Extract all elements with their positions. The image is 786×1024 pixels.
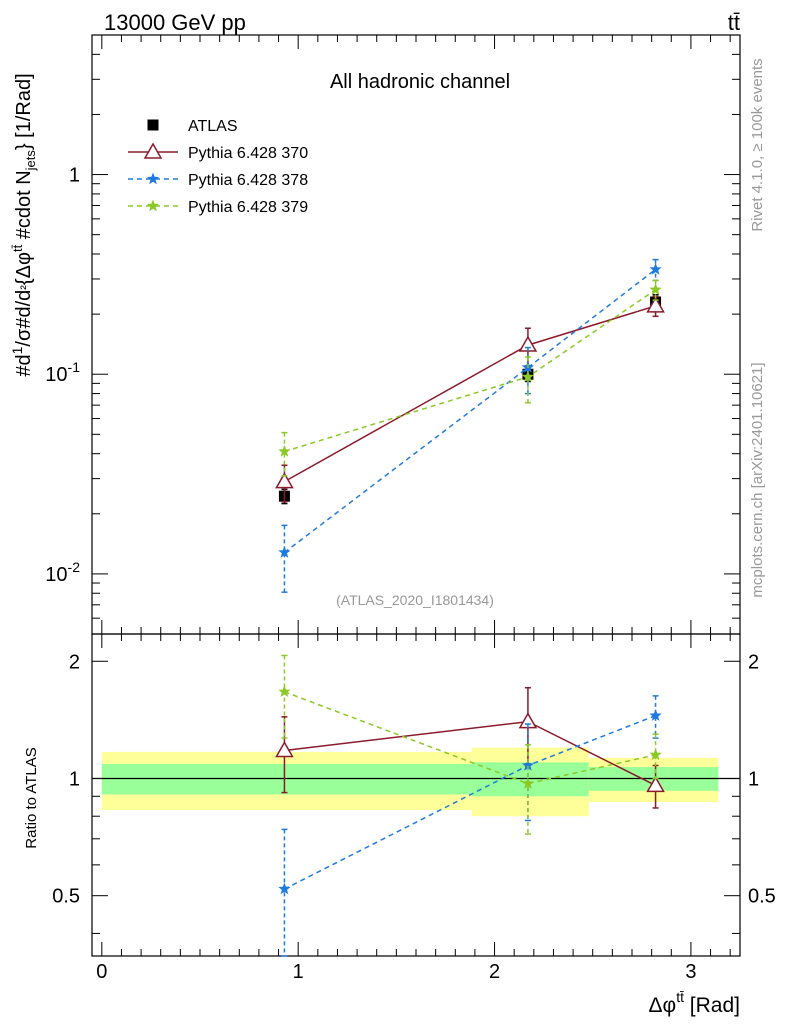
main-panel: 10-2 10-1 1 xyxy=(45,34,741,956)
data-point xyxy=(649,748,662,761)
ratio-tick-label-left: 0.5 xyxy=(52,886,80,908)
process-label: tt̄ xyxy=(728,10,740,35)
x-tick-label: 2 xyxy=(489,961,500,983)
rivet-label: Rivet 4.1.0, ≥ 100k events xyxy=(749,58,766,231)
channel-title: All hadronic channel xyxy=(330,71,510,93)
data-point xyxy=(278,685,291,697)
legend-label: ATLAS xyxy=(188,118,238,135)
data-point xyxy=(278,546,291,558)
series-line xyxy=(284,289,657,453)
y-tick-label: 1 xyxy=(69,165,80,187)
data-point xyxy=(521,370,535,383)
y-tick-label: 10-1 xyxy=(45,359,80,386)
ratio-axis-title: Ratio to ATLAS xyxy=(23,747,40,848)
energy-label: 13000 GeV pp xyxy=(104,10,246,35)
data-point xyxy=(278,445,291,457)
x-tick-label: 0 xyxy=(96,961,107,983)
data-point xyxy=(521,759,535,771)
data-point xyxy=(147,119,159,131)
y-tick-label: 10-2 xyxy=(45,559,80,586)
series-line xyxy=(283,268,657,554)
x-axis-title: Δφtt̄ [Rad] xyxy=(649,989,740,1017)
data-point xyxy=(646,775,665,793)
data-point xyxy=(649,283,662,295)
data-point xyxy=(278,882,291,895)
data-point xyxy=(646,296,665,313)
legend: ATLAS Pythia 6.428 370 Pythia 6.428 378 Pyt… xyxy=(128,118,308,216)
ratio-panel: 0 1 2 3 0.5 0.5 1 1 2 2 xyxy=(52,633,776,983)
data-point xyxy=(275,472,294,489)
inner-band xyxy=(101,763,472,795)
data-point xyxy=(275,740,294,758)
data-point xyxy=(521,777,535,789)
y-axis-title: #d1/σ#d/d²{Δφtt̄ #cdot Njets} [1/Rad] xyxy=(9,73,38,376)
data-point xyxy=(143,142,163,159)
data-point xyxy=(649,709,662,721)
data-point xyxy=(146,199,160,212)
legend-label: Pythia 6.428 379 xyxy=(188,199,308,216)
data-point xyxy=(649,262,662,275)
x-tick-label: 3 xyxy=(685,961,696,983)
legend-label: Pythia 6.428 378 xyxy=(188,172,308,189)
ratio-tick-label-right: 2 xyxy=(748,651,759,673)
ratio-frame xyxy=(91,633,741,957)
ratio-tick-label-right: 0.5 xyxy=(748,886,776,908)
analysis-id: (ATLAS_2020_I1801434) xyxy=(336,592,494,608)
svg-text:#d1/σ#d/d²{Δφtt̄ #cdot Njets}: #d1/σ#d/d²{Δφtt̄ #cdot Njets} [1/Rad] xyxy=(9,73,38,376)
ratio-tick-label-right: 1 xyxy=(748,768,759,790)
series-line xyxy=(284,305,656,483)
ratio-tick-label-left: 2 xyxy=(69,651,80,673)
data-point xyxy=(146,172,160,185)
legend-label: Pythia 6.428 370 xyxy=(188,145,308,162)
x-tick-label: 1 xyxy=(293,961,304,983)
mcplots-label: mcplots.cern.ch [arXiv:2401.10621] xyxy=(749,362,766,597)
ratio-tick-label-left: 1 xyxy=(69,768,80,790)
